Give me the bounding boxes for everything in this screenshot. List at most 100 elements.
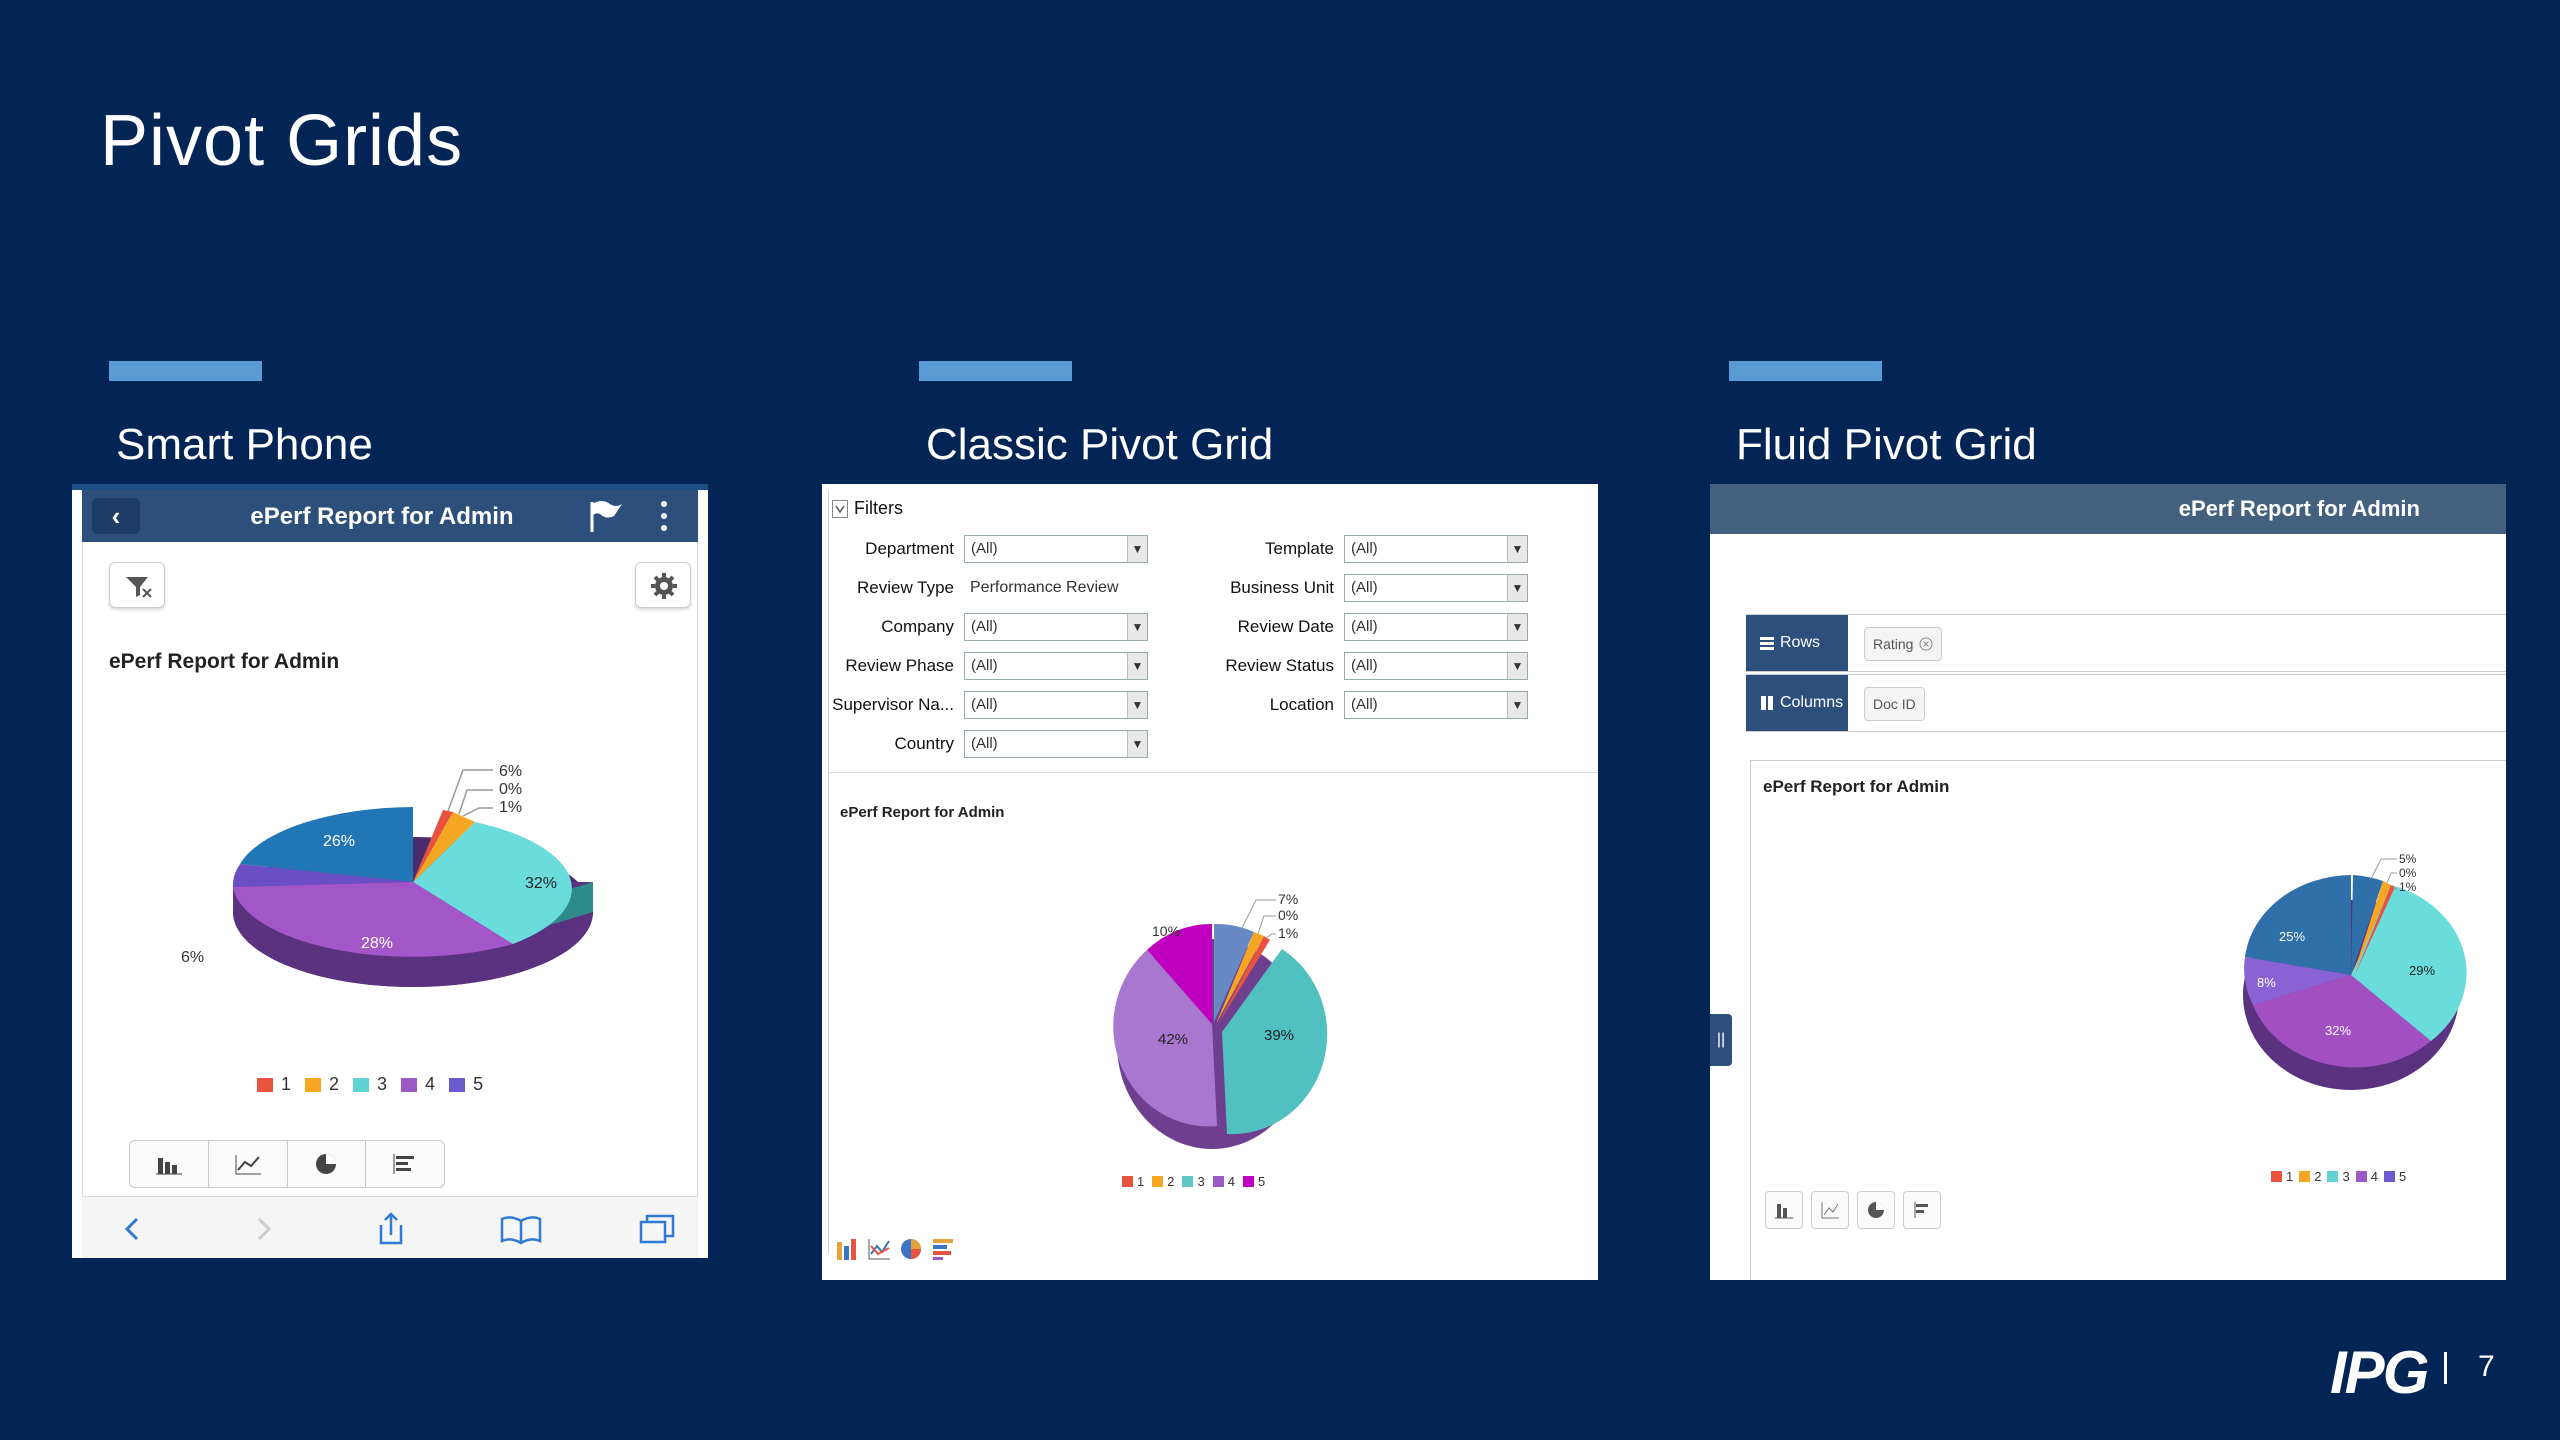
legend-item[interactable]: 4 — [2355, 1169, 2378, 1184]
bar-chart-icon[interactable] — [834, 1236, 860, 1262]
chevron-down-icon[interactable]: ▼ — [1507, 653, 1527, 679]
filter-select[interactable]: (All) ▼ — [964, 730, 1148, 758]
collapse-filters-icon[interactable] — [832, 500, 848, 518]
chevron-down-icon[interactable]: ▼ — [1507, 536, 1527, 562]
chevron-down-icon[interactable]: ▼ — [1127, 653, 1147, 679]
horizontal-bar-chart-icon[interactable] — [930, 1236, 956, 1262]
pie-chart[interactable]: 6% 0% 1% 26% 32% 28% 6% — [163, 712, 663, 1042]
pie-slice-3[interactable] — [1222, 949, 1328, 1135]
bookmarks-button[interactable] — [496, 1209, 546, 1249]
legend-item[interactable]: 5 — [449, 1074, 483, 1095]
line-chart-icon[interactable] — [866, 1236, 892, 1262]
legend-item[interactable]: 3 — [353, 1074, 387, 1095]
tabs-button[interactable] — [632, 1209, 682, 1249]
pie-chart-button[interactable] — [288, 1141, 367, 1187]
pie-slice-1[interactable] — [1214, 923, 1254, 1022]
pie-slice-2[interactable] — [2353, 881, 2391, 975]
pie-chart-icon[interactable] — [898, 1236, 924, 1262]
flag-icon[interactable] — [586, 496, 626, 536]
pie-slice-5[interactable] — [1147, 923, 1212, 1024]
chevron-down-icon[interactable]: ▼ — [1507, 692, 1527, 718]
filter-select[interactable]: (All) ▼ — [1344, 691, 1528, 719]
more-options-icon[interactable] — [658, 496, 670, 536]
chevron-down-icon[interactable]: ▼ — [1507, 575, 1527, 601]
filter-select[interactable]: (All) ▼ — [964, 652, 1148, 680]
pie-slice-3[interactable] — [413, 822, 572, 944]
filter-label: Company — [881, 617, 954, 636]
pie-slice-4[interactable] — [233, 882, 513, 957]
filter-select[interactable]: (All) ▼ — [1344, 574, 1528, 602]
section-title-classic: Classic Pivot Grid — [926, 420, 1274, 469]
chevron-down-icon[interactable]: ▼ — [1507, 614, 1527, 640]
filter-select[interactable]: (All) ▼ — [964, 535, 1148, 563]
pie-slice-4[interactable] — [1113, 950, 1217, 1127]
filter-select[interactable]: (All) ▼ — [1344, 535, 1528, 563]
browser-back-button[interactable] — [108, 1209, 158, 1249]
pie-slice-2[interactable] — [413, 812, 475, 882]
legend-item[interactable]: 1 — [1122, 1174, 1144, 1189]
settings-button[interactable] — [635, 562, 691, 608]
filter-select[interactable]: (All) ▼ — [1344, 613, 1528, 641]
remove-icon[interactable] — [1919, 637, 1933, 651]
bar-chart-button[interactable] — [130, 1141, 209, 1187]
rows-chip[interactable]: Rating — [1864, 627, 1943, 661]
pie-chart[interactable]: 7% 0% 1% 10% 39% 42% — [1042, 854, 1382, 1194]
line-chart-button[interactable] — [209, 1141, 288, 1187]
horizontal-bar-chart-button[interactable] — [1903, 1191, 1941, 1229]
line-chart-icon — [1821, 1202, 1839, 1219]
pie-slice-0[interactable] — [1218, 936, 1270, 1024]
horizontal-bar-chart-icon — [1914, 1202, 1928, 1218]
pie-slice-6[interactable] — [2351, 875, 2383, 975]
pie-chart[interactable]: 5% 0% 1% 25% 29% 32% 8% — [2231, 845, 2506, 1105]
legend-item[interactable]: 2 — [305, 1074, 339, 1095]
browser-forward-button[interactable] — [238, 1209, 288, 1249]
bar-chart-icon — [155, 1158, 182, 1175]
pie-slice-0[interactable] — [2355, 885, 2395, 975]
horizontal-bar-chart-button[interactable] — [366, 1141, 444, 1187]
chevron-down-icon[interactable]: ▼ — [1127, 692, 1147, 718]
filter-select[interactable]: (All) ▼ — [964, 691, 1148, 719]
pie-label: 0% — [499, 781, 522, 798]
legend-item[interactable]: 4 — [1212, 1174, 1235, 1189]
legend-label: 1 — [2286, 1169, 2294, 1184]
legend-item[interactable]: 4 — [401, 1074, 435, 1095]
legend-item[interactable]: 3 — [2327, 1169, 2350, 1184]
legend-label: 5 — [1257, 1174, 1266, 1189]
bar-chart-button[interactable] — [1765, 1191, 1803, 1229]
share-button[interactable] — [366, 1209, 416, 1249]
legend-item[interactable]: 3 — [1182, 1174, 1205, 1189]
rows-drop-zone[interactable]: Rows Rating — [1746, 614, 2506, 672]
section-title-smart-phone: Smart Phone — [116, 420, 373, 469]
filter-button[interactable] — [109, 562, 165, 608]
divider — [2444, 1352, 2447, 1384]
pie-label: 5% — [2399, 852, 2417, 866]
legend-item[interactable]: 2 — [1152, 1174, 1174, 1189]
legend-item[interactable]: 5 — [1242, 1174, 1266, 1189]
pie-slice-4[interactable] — [2253, 975, 2431, 1068]
columns-drop-zone[interactable]: Columns Doc ID — [1746, 674, 2506, 732]
chevron-down-icon[interactable]: ▼ — [1127, 731, 1147, 757]
legend-item[interactable]: 1 — [257, 1074, 291, 1095]
pie-chart-button[interactable] — [1857, 1191, 1895, 1229]
filter-select[interactable]: (All) ▼ — [964, 613, 1148, 641]
chevron-right-icon — [257, 1217, 272, 1241]
pie-slice-0[interactable] — [413, 810, 453, 882]
chevron-down-icon[interactable]: ▼ — [1127, 536, 1147, 562]
chart-type-switcher — [129, 1140, 445, 1188]
pie-label: 26% — [323, 833, 355, 850]
legend-item[interactable]: 2 — [2299, 1169, 2321, 1184]
legend-item[interactable]: 1 — [2271, 1169, 2293, 1184]
pie-slice-5[interactable] — [2244, 957, 2351, 1005]
pie-slice-1[interactable] — [2245, 875, 2351, 975]
pie-slice-5[interactable] — [232, 864, 413, 887]
back-button[interactable]: ‹ — [92, 498, 140, 534]
pie-slice-2[interactable] — [1216, 932, 1264, 1024]
pie-slice-3[interactable] — [2351, 885, 2467, 1041]
legend-item[interactable]: 5 — [2383, 1169, 2406, 1184]
chevron-down-icon[interactable]: ▼ — [1127, 614, 1147, 640]
columns-chip[interactable]: Doc ID — [1864, 687, 1925, 721]
pie-slice-1[interactable] — [240, 807, 413, 882]
filter-select[interactable]: (All) ▼ — [1344, 652, 1528, 680]
line-chart-button[interactable] — [1811, 1191, 1849, 1229]
panel-drag-handle[interactable]: || — [1710, 1014, 1732, 1066]
